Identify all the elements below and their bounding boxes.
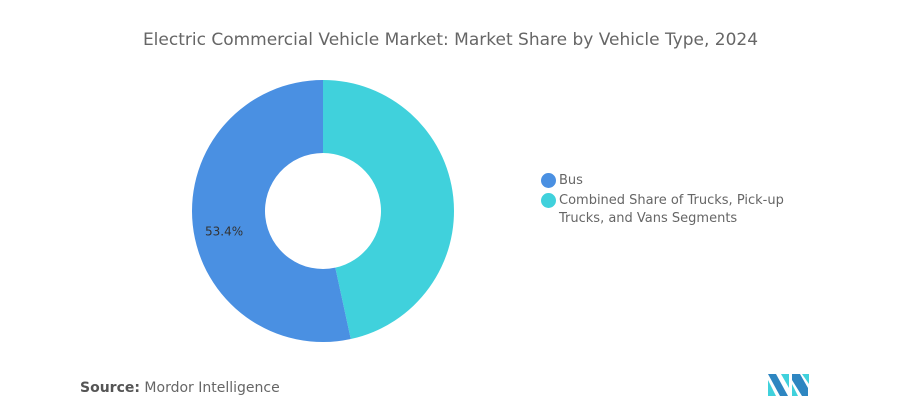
legend-swatch-trucks-vans [541, 193, 556, 208]
legend-item-bus: Bus [541, 172, 819, 190]
source-prefix: Source: [80, 380, 140, 396]
legend: Bus Combined Share of Trucks, Pick-up Tr… [541, 172, 819, 230]
donut-slice-0 [323, 80, 455, 340]
data-label: 53.4% [205, 225, 243, 239]
legend-item-trucks-vans: Combined Share of Trucks, Pick-up Trucks… [541, 192, 819, 228]
source-note: Source: Mordor Intelligence [80, 380, 280, 396]
legend-label: Combined Share of Trucks, Pick-up Trucks… [559, 193, 784, 226]
donut-slice-1 [192, 80, 351, 342]
legend-label: Bus [559, 173, 583, 188]
source-name: Mordor Intelligence [144, 380, 280, 396]
chart-title: Electric Commercial Vehicle Market: Mark… [142, 30, 759, 50]
mordor-logo-icon [768, 374, 809, 396]
legend-swatch-bus [541, 173, 556, 188]
